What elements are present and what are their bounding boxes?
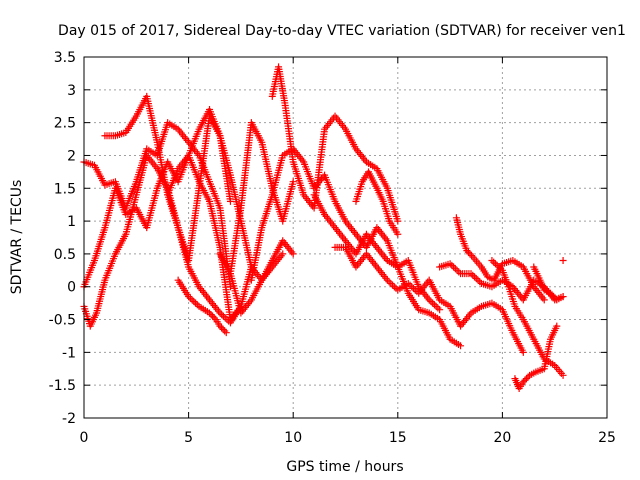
data-point-track-l [464,248,472,256]
x-tick-label: 10 [284,430,302,446]
data-point-track-m [490,258,498,266]
data-point-track-g [430,301,438,309]
data-point-track-k [448,261,456,269]
data-point-track-k [455,268,463,276]
data-point-track-k [469,271,477,279]
data-point-track-n [553,322,561,330]
data-point-track-f [289,178,297,186]
y-tick-label: 3 [67,83,76,99]
data-point-track-o [550,293,558,301]
y-tick-label: 3.5 [54,50,76,66]
data-point-track-r [394,230,402,238]
data-point-track-d [226,197,234,205]
data-marks [80,63,567,392]
x-tick-label: 20 [493,430,511,446]
data-point-track-n [524,373,532,381]
data-point-track-p [218,324,226,332]
data-point-track-j [409,284,417,292]
data-point-isolated [559,256,567,264]
y-tick-label: 0 [67,280,76,296]
data-point-track-p [192,299,200,307]
y-tick-label: -2 [62,411,76,427]
data-point-track-g [432,302,440,310]
data-point-track-g [429,299,437,307]
data-point-track-h [394,217,402,225]
y-tick-label: -0.5 [49,313,76,329]
data-point-track-p [186,294,194,302]
data-point-track-p [209,312,217,320]
data-point-track-l [466,250,474,258]
data-point-track-o [548,291,556,299]
data-point-track-n [519,378,527,386]
data-point-track-g [436,306,444,314]
data-point-track-l [540,296,548,304]
data-point-track-j [387,279,395,287]
y-tick-label: 2 [67,148,76,164]
data-point-track-l [468,252,476,260]
y-tick-label: 1 [67,214,76,230]
x-axis-label: GPS time / hours [286,459,403,475]
chart-title: Day 015 of 2017, Sidereal Day-to-day VTE… [58,23,626,39]
data-point-track-g [434,304,442,312]
data-point-track-p [210,314,218,322]
y-tick-label: 0.5 [54,247,76,263]
data-point-track-p [190,297,198,305]
data-point-track-p [188,296,196,304]
y-axis-label: SDTVAR / TECUs [9,180,25,295]
x-tick-label: 5 [184,430,193,446]
tick-labels: 0 5 10 15 20 25 -2 -1.5 -1 -0.5 0 0.5 1 1.5 2 2.5 3 3.5 [49,50,616,446]
data-point-track-n [522,375,530,383]
data-point-track-p [221,327,229,335]
data-point-track-n [521,376,529,384]
y-tick-label: -1.5 [49,378,76,394]
data-point-track-o [559,293,567,301]
data-point-track-p [206,309,214,317]
y-tick-label: -1 [62,345,76,361]
data-point-track-i [457,342,465,350]
data-point-track-j [519,348,527,356]
y-tick-label: 2.5 [54,116,76,132]
x-tick-label: 0 [80,430,89,446]
data-point-track-j [389,281,397,289]
data-point-track-k [471,273,479,281]
data-point-track-l [463,247,471,255]
data-point-track-p [216,322,224,330]
data-point-track-k [474,276,482,284]
data-point-track-m [488,256,496,264]
data-point-track-e [279,250,287,258]
data-point-track-k [453,266,461,274]
data-point-track-m [559,371,567,379]
axis-ticks [83,56,608,419]
data-point-track-q [289,250,297,258]
data-point-track-k [451,265,459,273]
data-point-track-j [385,278,393,286]
y-tick-label: 1.5 [54,181,76,197]
data-point-track-g [427,297,435,305]
x-tick-label: 25 [598,430,616,446]
data-point-track-p [222,329,230,337]
x-tick-label: 15 [389,430,407,446]
plot-frame [83,56,608,419]
data-point-track-c [221,314,229,322]
data-point-track-p [207,311,215,319]
data-point-track-c [219,312,227,320]
data-point-track-o [547,289,555,297]
data-point-track-p [219,325,227,333]
data-point-track-k [472,275,480,283]
data-point-track-c [218,311,226,319]
